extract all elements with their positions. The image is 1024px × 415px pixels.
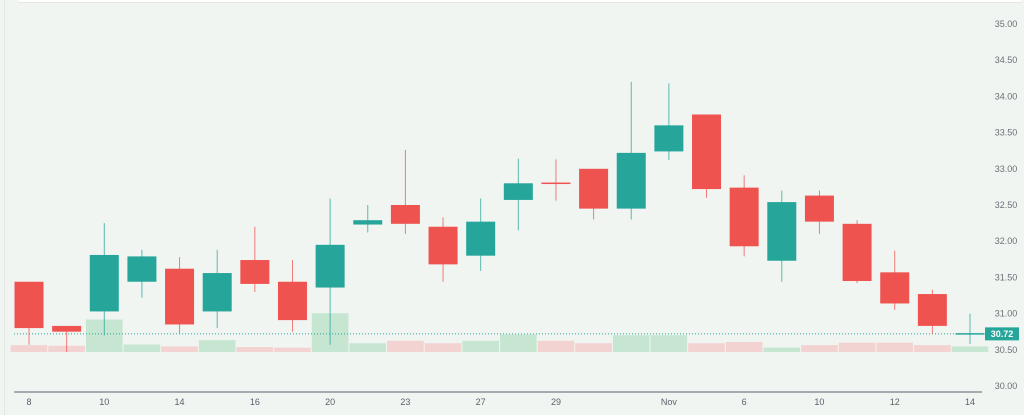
x-tick-label: 12: [890, 397, 900, 407]
candle-up[interactable]: [955, 333, 985, 335]
volume-bar: [575, 343, 612, 352]
candle-up[interactable]: [503, 183, 533, 200]
candle-up[interactable]: [466, 221, 496, 256]
candle-down[interactable]: [428, 226, 458, 265]
volume-bar: [387, 340, 424, 352]
candle-up[interactable]: [127, 256, 157, 282]
volume-bar: [537, 340, 575, 352]
x-tick-label: 8: [26, 397, 31, 407]
volume-bar: [500, 334, 537, 352]
y-tick-label: 31.00: [995, 309, 1018, 319]
volume-bar: [123, 344, 161, 352]
volume-bar: [198, 340, 236, 352]
x-tick-label: 14: [175, 397, 185, 407]
y-tick-label: 32.00: [995, 236, 1018, 246]
volume-bar: [274, 347, 311, 352]
candle-up[interactable]: [89, 254, 119, 312]
x-tick-label: 10: [814, 397, 824, 407]
candle-down[interactable]: [880, 272, 910, 304]
y-tick-label: 34.50: [995, 55, 1018, 65]
x-tick-label: 14: [965, 397, 975, 407]
candle-down[interactable]: [541, 182, 571, 185]
volume-bar: [236, 347, 274, 352]
volume-bar: [725, 342, 763, 352]
volume-bar: [462, 340, 499, 352]
y-tick-label: 30.50: [995, 345, 1018, 355]
x-tick-label: 10: [99, 397, 109, 407]
candles: [14, 81, 985, 352]
x-tick-label: 29: [551, 397, 561, 407]
x-tick-label: 20: [325, 397, 335, 407]
candle-down[interactable]: [842, 223, 872, 282]
candle-down[interactable]: [804, 195, 834, 222]
y-tick-label: 35.00: [995, 19, 1018, 29]
x-axis: 8 10 14 16 20 23 27 29 Nov 6 10 12 14: [26, 397, 975, 407]
x-tick-label: 16: [250, 397, 260, 407]
volume-bar: [951, 346, 989, 352]
y-axis[interactable]: 35.00 34.50 34.00 33.50 33.00 32.50 32.00 31.50…: [995, 19, 1018, 391]
volume-bar: [876, 342, 914, 352]
volume-bar: [801, 345, 838, 352]
candle-up[interactable]: [616, 152, 646, 209]
volume-bar: [650, 335, 688, 352]
volume-bar: [349, 343, 387, 352]
volume-bar: [838, 342, 876, 352]
volume-bar: [688, 343, 725, 352]
candle-down[interactable]: [14, 281, 44, 329]
candle-down[interactable]: [579, 168, 609, 209]
candle-down[interactable]: [52, 325, 82, 332]
y-tick-label: 31.50: [995, 272, 1018, 282]
candle-down[interactable]: [165, 268, 195, 325]
y-tick-label: 33.50: [995, 128, 1018, 138]
volume-bar: [161, 346, 198, 352]
volume-bar: [10, 345, 48, 352]
candle-down[interactable]: [917, 294, 947, 326]
volume-bar: [612, 335, 650, 352]
last-price-label: 30.72: [985, 327, 1019, 341]
last-price-text: 30.72: [991, 329, 1014, 339]
left-border: [4, 0, 5, 415]
volume-bar: [763, 347, 801, 352]
y-tick-label: 30.00: [995, 381, 1018, 391]
x-tick-label: Nov: [661, 397, 678, 407]
y-tick-label: 32.50: [995, 200, 1018, 210]
x-tick-label: 23: [400, 397, 410, 407]
volume-bars: [10, 313, 989, 352]
volume-bar: [914, 345, 951, 352]
candle-up[interactable]: [315, 244, 345, 288]
candle-up[interactable]: [202, 273, 232, 312]
y-tick-label: 34.00: [995, 91, 1018, 101]
x-tick-label: 6: [742, 397, 747, 407]
y-tick-label: 33.00: [995, 164, 1018, 174]
candle-up[interactable]: [767, 202, 797, 261]
top-border: [18, 0, 1022, 3]
candle-down[interactable]: [729, 187, 759, 247]
candle-down[interactable]: [240, 260, 270, 284]
candle-up[interactable]: [353, 220, 383, 225]
candle-down[interactable]: [390, 205, 420, 224]
x-tick-label: 27: [476, 397, 486, 407]
candle-down[interactable]: [692, 114, 722, 190]
candle-up[interactable]: [654, 125, 684, 152]
volume-bar: [424, 343, 462, 352]
candle-down[interactable]: [277, 281, 307, 321]
